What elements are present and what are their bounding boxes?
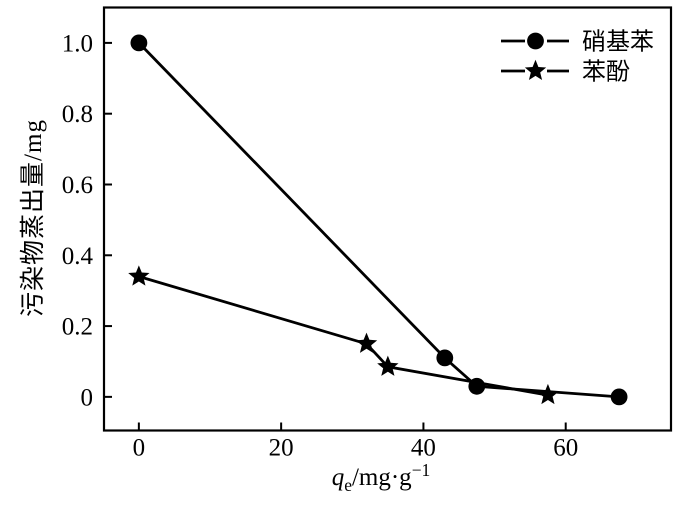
x-axis-exponent: −1	[411, 459, 431, 480]
y-tick-label: 0.8	[62, 101, 93, 128]
data-point-star	[537, 383, 559, 405]
y-tick-label: 0.2	[62, 314, 93, 341]
legend-marker-circle	[527, 32, 544, 50]
x-axis-unit: /mg·g	[351, 464, 412, 492]
x-tick-label: 20	[269, 435, 294, 462]
data-point-star	[128, 265, 150, 286]
x-axis-variable: q	[331, 464, 345, 492]
data-point-star	[355, 332, 378, 353]
series-line-1	[138, 275, 549, 397]
y-axis-label: 污染物蒸出量/mg	[20, 119, 47, 317]
legend-marker-star	[524, 59, 547, 81]
y-tick-label: 0.6	[62, 172, 93, 199]
legend-label: 硝基苯	[582, 29, 654, 56]
data-point-circle	[610, 388, 628, 406]
series-line-0	[137, 41, 620, 399]
y-tick-label: 0	[81, 384, 94, 411]
data-point-star	[377, 355, 399, 376]
data-point-circle	[130, 34, 148, 52]
x-tick-label: 60	[553, 435, 578, 462]
x-tick-label: 40	[411, 435, 436, 462]
x-axis-variable-subscript: e	[344, 475, 352, 496]
legend-label: 苯酚	[582, 59, 630, 86]
plot-frame	[102, 6, 673, 432]
y-tick-label: 0.4	[62, 243, 94, 270]
data-point-circle	[436, 349, 454, 367]
x-axis-label: qe/mg·g−1	[332, 460, 431, 496]
x-tick-label: 0	[133, 435, 146, 462]
y-tick-label: 1.0	[62, 30, 93, 57]
